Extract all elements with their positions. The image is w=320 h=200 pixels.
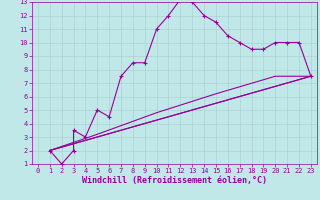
X-axis label: Windchill (Refroidissement éolien,°C): Windchill (Refroidissement éolien,°C) — [82, 176, 267, 185]
